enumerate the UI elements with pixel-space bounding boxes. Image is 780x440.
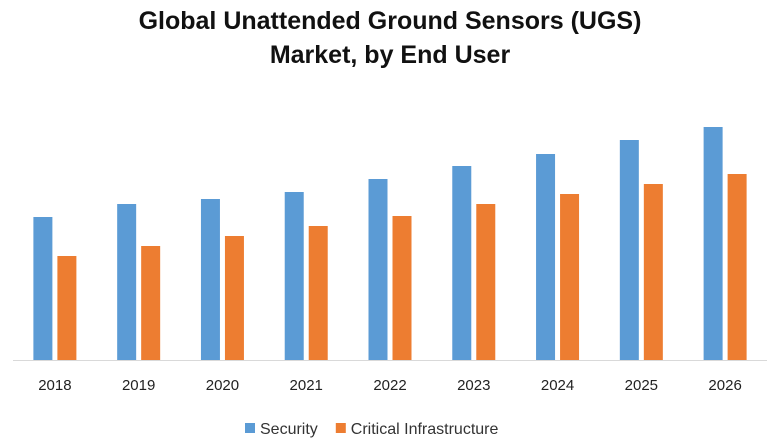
x-tick-label: 2019 xyxy=(122,377,155,394)
bar-critical-infrastructure-2018 xyxy=(57,256,77,360)
bar-security-2018 xyxy=(33,217,53,360)
chart-title-line1: Global Unattended Ground Sensors (UGS) xyxy=(138,7,642,35)
chart-title-line2: Market, by End User xyxy=(269,41,511,69)
bar-critical-infrastructure-2024 xyxy=(560,194,580,360)
legend-swatch-1 xyxy=(335,423,346,433)
bar-security-2023 xyxy=(452,166,472,360)
bar-critical-infrastructure-2020 xyxy=(224,236,244,360)
x-tick-label: 2022 xyxy=(373,377,406,394)
x-tick-label: 2018 xyxy=(38,377,71,394)
bar-critical-infrastructure-2022 xyxy=(392,216,412,360)
bar-security-2020 xyxy=(200,199,220,360)
chart-title: Global Unattended Ground Sensors (UGS) M… xyxy=(0,4,780,72)
bar-security-2024 xyxy=(536,154,556,360)
bar-critical-infrastructure-2026 xyxy=(727,174,747,360)
x-tick-label: 2026 xyxy=(708,377,741,394)
bar-security-2025 xyxy=(619,140,639,360)
x-tick-label: 2025 xyxy=(625,377,658,394)
bar-security-2021 xyxy=(284,192,304,360)
legend-label-1: Critical Infrastructure xyxy=(351,421,499,438)
bar-critical-infrastructure-2021 xyxy=(308,226,328,360)
x-tick-label: 2023 xyxy=(457,377,490,394)
x-tick-label: 2020 xyxy=(206,377,239,394)
legend-swatch-0 xyxy=(245,423,255,433)
bar-critical-infrastructure-2025 xyxy=(643,184,663,360)
bar-security-2022 xyxy=(368,179,388,360)
legend-label-0: Security xyxy=(260,421,318,438)
x-tick-label: 2024 xyxy=(541,377,574,394)
bar-security-2026 xyxy=(703,127,723,360)
bar-security-2019 xyxy=(117,204,137,360)
x-tick-label: 2021 xyxy=(290,377,323,394)
bar-critical-infrastructure-2023 xyxy=(476,204,496,360)
bar-critical-infrastructure-2019 xyxy=(141,246,161,360)
